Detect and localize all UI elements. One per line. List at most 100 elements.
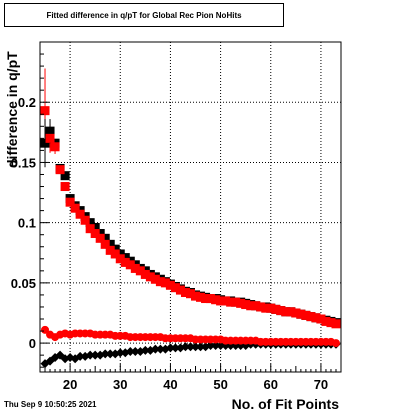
data-point <box>75 351 85 361</box>
data-point <box>201 294 211 304</box>
data-point <box>50 142 60 152</box>
x-axis-label: No. of Fit Points <box>231 396 339 412</box>
data-point <box>266 303 276 313</box>
y-tick-label: 0.05 <box>11 276 36 291</box>
data-point <box>236 298 246 308</box>
data-point <box>110 244 120 254</box>
data-point <box>241 300 251 310</box>
data-point <box>276 306 286 316</box>
data-point <box>155 277 165 287</box>
data-point <box>211 341 221 351</box>
data-point <box>85 350 95 360</box>
data-point <box>95 228 105 238</box>
data-point <box>321 316 331 326</box>
y-tick-label: 0.1 <box>18 216 36 231</box>
data-point <box>326 318 336 328</box>
data-point <box>331 339 340 348</box>
error-bar-layer <box>44 68 56 168</box>
data-point <box>331 319 341 329</box>
data-point <box>180 342 190 352</box>
data-point <box>271 304 281 314</box>
x-tick-label: 20 <box>63 377 77 392</box>
data-point <box>196 292 206 302</box>
data-point <box>221 296 231 306</box>
data-point <box>85 224 95 234</box>
data-point <box>165 280 175 290</box>
data-point <box>170 283 180 293</box>
data-point <box>120 253 130 263</box>
data-point <box>296 309 306 319</box>
data-point <box>196 342 206 352</box>
data-point <box>180 288 190 298</box>
data-point <box>246 301 256 311</box>
data-point <box>165 343 175 353</box>
data-point <box>150 344 160 354</box>
data-point <box>281 307 291 317</box>
data-point <box>90 350 100 360</box>
data-point <box>45 133 55 143</box>
series-group <box>41 325 340 348</box>
data-point <box>65 197 75 207</box>
data-point <box>191 291 201 301</box>
data-point <box>130 347 140 357</box>
data-point <box>120 257 130 267</box>
data-point <box>45 126 55 136</box>
data-point <box>40 106 50 116</box>
y-tick-label: 0.2 <box>18 95 36 110</box>
data-point <box>155 344 165 354</box>
data-point <box>140 269 150 279</box>
data-point <box>120 348 130 358</box>
x-tick-label: 40 <box>163 377 177 392</box>
data-point <box>90 228 100 238</box>
data-point <box>40 138 50 148</box>
y-tick-label: 0.15 <box>11 155 36 170</box>
data-point <box>191 342 201 352</box>
data-point <box>140 345 150 355</box>
data-point <box>100 233 110 243</box>
data-point <box>175 285 185 295</box>
data-point <box>216 296 226 306</box>
x-tick-label: 30 <box>113 377 127 392</box>
data-point <box>115 249 125 259</box>
data-point <box>251 301 261 311</box>
data-point <box>41 325 50 334</box>
data-point <box>60 171 70 181</box>
data-point <box>316 314 326 324</box>
y-tick-label: 0 <box>29 336 36 351</box>
title-box: Fitted difference in q/pT for Global Rec… <box>4 3 284 27</box>
data-point <box>150 274 160 284</box>
data-point <box>261 303 271 313</box>
data-point <box>105 245 115 255</box>
data-point <box>100 349 110 359</box>
datestamp: Thu Sep 9 10:50:25 2021 <box>4 400 97 409</box>
data-point <box>85 218 95 228</box>
data-point <box>135 266 145 276</box>
data-point <box>70 203 80 213</box>
tick-layer: 20 30 40 50 60 70 0 0.05 0.1 0.15 0.2 <box>11 53 337 392</box>
data-point <box>145 272 155 282</box>
data-point <box>311 313 321 323</box>
data-point <box>60 182 70 192</box>
data-point <box>115 348 125 358</box>
x-tick-label: 70 <box>314 377 328 392</box>
data-point <box>226 297 236 307</box>
data-point <box>286 307 296 317</box>
data-point <box>95 233 105 243</box>
data-point <box>186 342 195 352</box>
data-point <box>55 165 65 175</box>
data-point <box>206 294 216 304</box>
x-tick-label: 50 <box>213 377 227 392</box>
data-point <box>160 278 170 288</box>
grid-layer <box>40 42 341 372</box>
data-point <box>125 347 135 357</box>
data-point <box>105 349 115 359</box>
data-point <box>186 289 195 299</box>
data-point <box>100 239 110 249</box>
chart-title: Fitted difference in q/pT for Global Rec… <box>46 10 242 20</box>
data-point <box>115 254 125 264</box>
data-point <box>75 209 85 219</box>
data-point <box>211 295 221 305</box>
data-point <box>206 341 216 351</box>
data-point <box>130 263 140 273</box>
